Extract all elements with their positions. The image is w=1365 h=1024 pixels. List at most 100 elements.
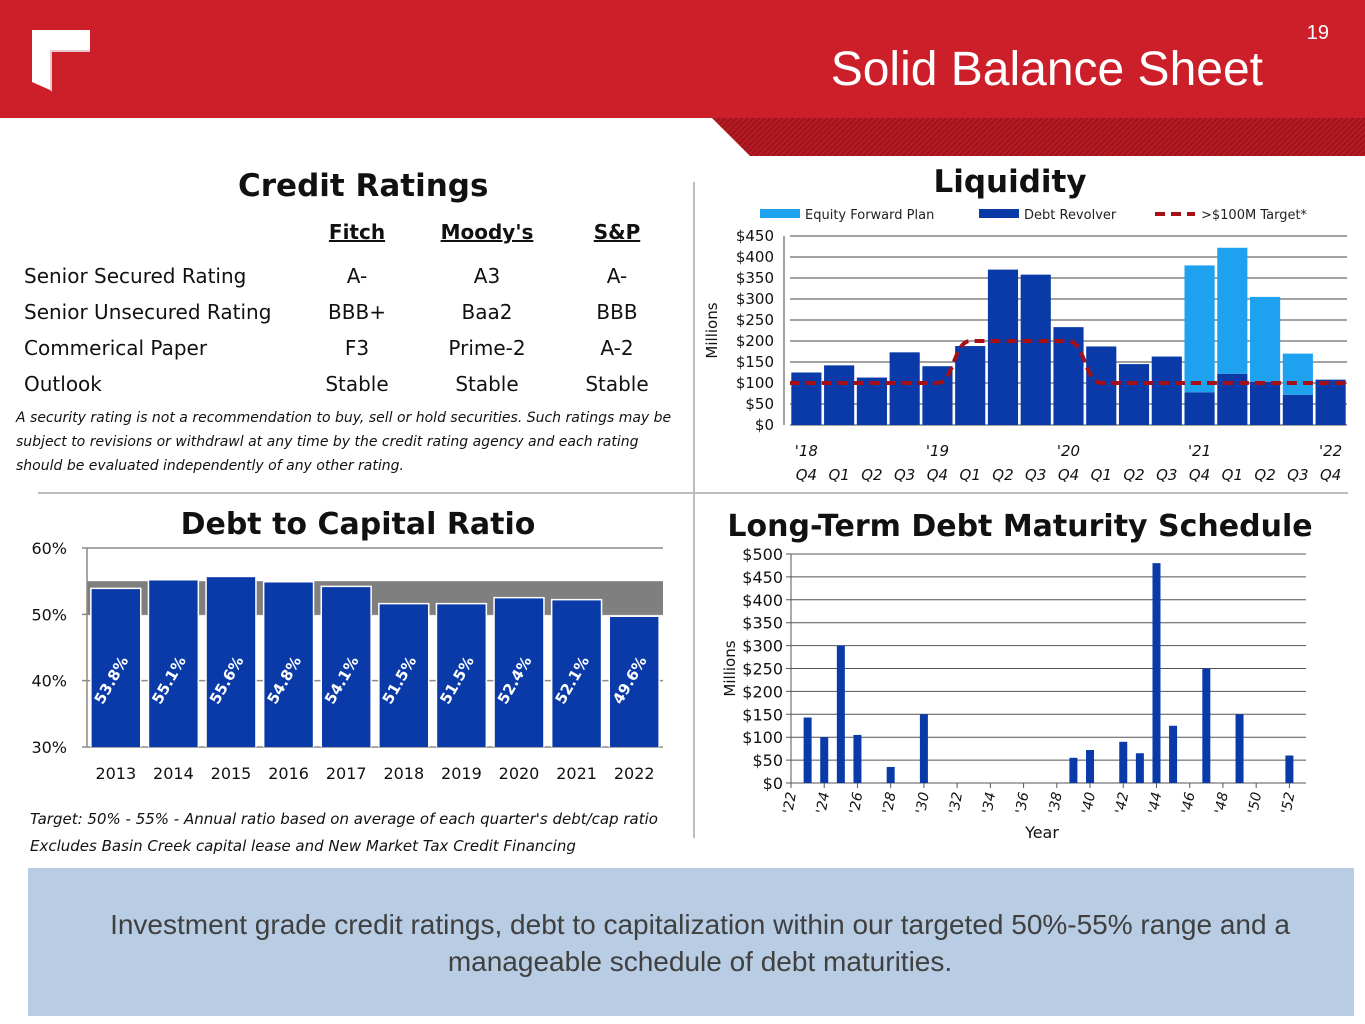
rating-cell: A-	[346, 264, 368, 288]
table-row: Outlook Stable Stable Stable	[12, 366, 672, 402]
bar	[322, 587, 371, 747]
ratings-header-sp: S&P	[593, 220, 641, 244]
x-tick-label: '34	[980, 791, 1000, 815]
table-row: Senior Unsecured Rating BBB+ Baa2 BBB	[12, 294, 672, 330]
x-tick-label: 2016	[268, 764, 309, 783]
x-tick-label: Q2	[861, 466, 882, 484]
y-tick-label: $250	[742, 660, 783, 679]
bar	[1235, 714, 1244, 783]
year-label: '19	[926, 442, 949, 460]
bar	[1202, 668, 1211, 783]
bar-debt-revolver	[955, 346, 986, 425]
x-tick-label: '26	[847, 791, 867, 815]
year-label: '22	[1319, 442, 1342, 460]
bar-debt-revolver	[1020, 274, 1051, 425]
x-tick-label: '36	[1013, 791, 1033, 815]
table-row: Senior Secured Rating A- A3 A-	[12, 258, 672, 294]
x-tick-label: '40	[1079, 791, 1099, 815]
rating-cell: BBB	[596, 300, 638, 324]
x-tick-label: '22	[780, 791, 800, 815]
y-tick-label: $450	[742, 568, 783, 587]
legend-swatch-revolver	[979, 209, 1019, 218]
x-tick-label: Q2	[992, 466, 1013, 484]
year-label: '18	[795, 442, 818, 460]
credit-ratings-title: Credit Ratings	[238, 168, 489, 204]
rating-cell: A-2	[600, 336, 634, 360]
x-tick-label: Q1	[960, 466, 981, 484]
summary-text: Investment grade credit ratings, debt to…	[110, 909, 1290, 977]
y-tick-label: $400	[742, 591, 783, 610]
x-tick-label: 2018	[383, 764, 424, 783]
y-axis-label: Millions	[703, 302, 721, 358]
x-tick-label: '28	[880, 791, 900, 815]
x-tick-label: Q1	[1091, 466, 1112, 484]
bar-debt-revolver	[889, 352, 920, 425]
x-tick-label: '44	[1146, 791, 1166, 815]
row-label: Senior Secured Rating	[24, 264, 247, 288]
bar-debt-revolver	[1282, 394, 1313, 425]
rating-cell: Stable	[455, 372, 519, 396]
bar	[853, 734, 862, 783]
debt-to-capital-chart: Debt to Capital Ratio30%40%50%60%53.8%20…	[31, 507, 663, 783]
bar-debt-revolver	[1118, 364, 1150, 425]
legend-swatch-equity	[760, 209, 800, 218]
x-tick-label: Q3	[1156, 466, 1177, 484]
bar	[494, 598, 544, 747]
bar-debt-revolver	[1315, 379, 1346, 425]
bar-debt-revolver	[791, 372, 822, 425]
bar	[1169, 725, 1178, 783]
x-tick-label: Q1	[828, 466, 849, 484]
bar	[1135, 753, 1144, 783]
x-tick-label: 2019	[441, 764, 482, 783]
x-tick-label: Q4	[796, 466, 817, 484]
rating-cell: F3	[344, 336, 370, 360]
bar	[1119, 741, 1128, 783]
y-tick-label: $200	[736, 332, 774, 350]
bar-equity-forward	[1250, 296, 1281, 382]
x-tick-label: 2014	[153, 764, 194, 783]
y-tick-label: $450	[736, 227, 774, 245]
bar	[1069, 757, 1078, 783]
x-tick-label: '38	[1046, 791, 1066, 815]
x-tick-label: Q1	[1222, 466, 1243, 484]
bar	[1086, 750, 1095, 783]
logo-icon	[32, 30, 90, 92]
y-tick-label: $0	[755, 416, 774, 434]
bar-debt-revolver	[987, 269, 1019, 425]
y-tick-label: $0	[763, 774, 783, 793]
x-tick-label: '52	[1279, 791, 1299, 815]
y-axis-label: Millions	[721, 640, 739, 696]
bar	[886, 766, 895, 783]
year-label: '21	[1188, 442, 1211, 460]
bar	[552, 600, 601, 747]
chart-title: Long-Term Debt Maturity Schedule	[727, 509, 1312, 544]
header-stripe	[712, 118, 1365, 156]
x-tick-label: 2015	[211, 764, 252, 783]
x-tick-label: Q4	[1058, 466, 1079, 484]
header-bar	[0, 0, 1365, 118]
bar	[264, 582, 313, 747]
rating-cell: A3	[473, 264, 501, 288]
x-tick-label: 2017	[326, 764, 367, 783]
rating-cell: Prime-2	[448, 336, 526, 360]
x-tick-label: Q3	[1287, 466, 1308, 484]
bar	[610, 616, 659, 747]
y-tick-label: $400	[736, 248, 774, 266]
credit-ratings-table: Fitch Moody's S&P Senior Secured Rating …	[12, 220, 682, 402]
ratings-header-blank	[12, 220, 302, 258]
legend-label: Equity Forward Plan	[805, 208, 934, 223]
y-tick-label: $100	[736, 374, 774, 392]
rating-cell: Stable	[325, 372, 389, 396]
ratings-disclaimer: A security rating is not a recommendatio…	[16, 410, 672, 474]
ratings-header-row: Fitch Moody's S&P	[12, 220, 672, 258]
bar	[919, 714, 928, 783]
x-tick-label: Q4	[1189, 466, 1210, 484]
x-tick-label: Q3	[1025, 466, 1046, 484]
bar	[91, 589, 140, 747]
bar	[1152, 563, 1161, 783]
y-tick-label: 60%	[31, 539, 67, 558]
bar	[206, 577, 256, 747]
bar	[1285, 755, 1294, 783]
x-tick-label: '46	[1179, 791, 1199, 815]
target-line	[790, 339, 1347, 385]
